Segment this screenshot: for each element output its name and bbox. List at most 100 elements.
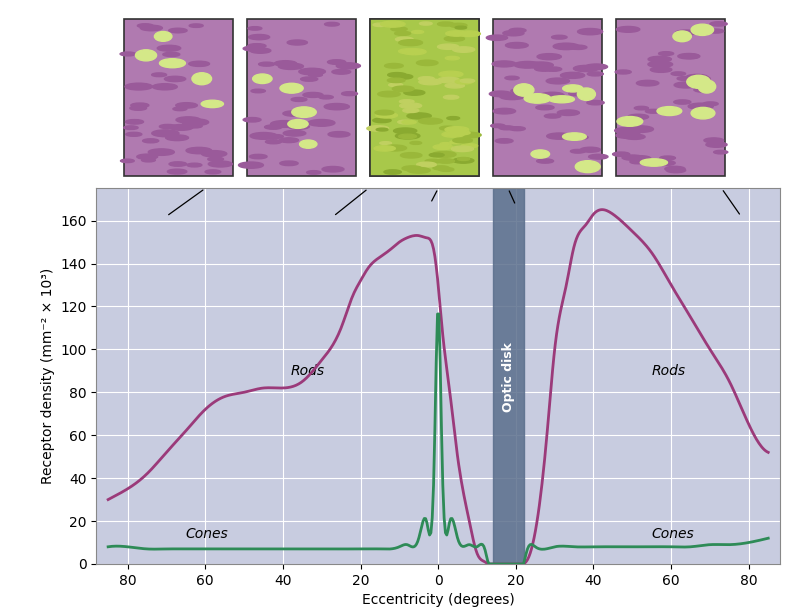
Circle shape — [569, 150, 585, 153]
Circle shape — [126, 132, 141, 136]
Ellipse shape — [697, 80, 715, 93]
Circle shape — [713, 150, 727, 154]
Circle shape — [287, 40, 307, 45]
Circle shape — [492, 109, 515, 114]
Ellipse shape — [192, 73, 211, 85]
Ellipse shape — [562, 133, 585, 140]
Circle shape — [169, 28, 187, 33]
Ellipse shape — [639, 159, 666, 166]
Circle shape — [580, 147, 600, 152]
Circle shape — [390, 27, 406, 31]
Circle shape — [322, 167, 344, 172]
Circle shape — [157, 45, 181, 51]
Circle shape — [673, 100, 690, 104]
Circle shape — [384, 64, 402, 68]
Circle shape — [308, 120, 335, 126]
Ellipse shape — [524, 94, 550, 103]
Circle shape — [374, 110, 393, 115]
Circle shape — [278, 63, 303, 69]
Circle shape — [458, 31, 479, 37]
Circle shape — [327, 60, 345, 64]
Circle shape — [187, 163, 202, 167]
Circle shape — [238, 162, 263, 168]
Text: Optic disk: Optic disk — [501, 342, 514, 412]
Circle shape — [495, 139, 512, 143]
Circle shape — [207, 157, 223, 161]
Circle shape — [536, 159, 553, 163]
Ellipse shape — [154, 31, 172, 41]
Ellipse shape — [575, 161, 600, 173]
Circle shape — [402, 49, 426, 55]
Circle shape — [673, 82, 697, 88]
Ellipse shape — [300, 140, 316, 148]
Circle shape — [251, 89, 265, 93]
Circle shape — [142, 139, 158, 143]
Circle shape — [398, 49, 418, 54]
Circle shape — [152, 73, 166, 77]
Circle shape — [634, 106, 648, 110]
Circle shape — [681, 54, 699, 58]
Circle shape — [623, 134, 644, 139]
Circle shape — [279, 138, 298, 143]
Circle shape — [552, 43, 578, 50]
Circle shape — [319, 96, 332, 99]
Circle shape — [544, 67, 561, 71]
Circle shape — [645, 109, 660, 113]
Circle shape — [287, 124, 309, 129]
Ellipse shape — [686, 75, 709, 88]
Circle shape — [299, 68, 325, 75]
Circle shape — [208, 161, 232, 167]
Circle shape — [141, 158, 155, 162]
Circle shape — [544, 114, 560, 118]
Circle shape — [528, 62, 552, 68]
Circle shape — [573, 135, 588, 139]
Circle shape — [120, 52, 136, 56]
Circle shape — [450, 146, 473, 151]
Circle shape — [540, 92, 564, 98]
Circle shape — [341, 92, 357, 96]
Circle shape — [194, 63, 207, 66]
Circle shape — [439, 126, 455, 130]
Circle shape — [173, 107, 186, 110]
Circle shape — [376, 128, 388, 131]
Circle shape — [137, 154, 157, 159]
Circle shape — [332, 69, 350, 74]
Circle shape — [324, 104, 349, 110]
Circle shape — [577, 28, 602, 35]
Circle shape — [658, 51, 673, 55]
Circle shape — [705, 142, 726, 147]
Circle shape — [444, 36, 464, 41]
Circle shape — [410, 142, 421, 145]
Circle shape — [585, 64, 607, 69]
Circle shape — [439, 143, 450, 145]
Circle shape — [450, 140, 463, 143]
Circle shape — [120, 159, 134, 162]
Circle shape — [380, 21, 405, 27]
Circle shape — [418, 79, 442, 85]
Circle shape — [395, 37, 413, 42]
Ellipse shape — [672, 31, 691, 42]
Circle shape — [693, 88, 712, 92]
Circle shape — [486, 35, 507, 40]
Circle shape — [534, 67, 552, 71]
Circle shape — [676, 77, 692, 80]
Circle shape — [536, 53, 560, 59]
Circle shape — [187, 124, 202, 128]
Circle shape — [124, 126, 138, 129]
Circle shape — [189, 24, 203, 28]
Circle shape — [247, 26, 262, 30]
Circle shape — [569, 45, 586, 50]
Circle shape — [503, 31, 524, 36]
Circle shape — [153, 84, 177, 90]
Circle shape — [647, 61, 672, 67]
Ellipse shape — [691, 24, 713, 36]
Y-axis label: Receptor density (mm⁻² × 10³): Receptor density (mm⁻² × 10³) — [41, 268, 55, 484]
Circle shape — [137, 24, 153, 28]
Circle shape — [189, 61, 210, 66]
Circle shape — [446, 116, 459, 120]
Circle shape — [568, 91, 585, 96]
Circle shape — [703, 138, 723, 143]
Circle shape — [461, 144, 477, 148]
Circle shape — [499, 93, 524, 100]
Circle shape — [418, 118, 442, 124]
